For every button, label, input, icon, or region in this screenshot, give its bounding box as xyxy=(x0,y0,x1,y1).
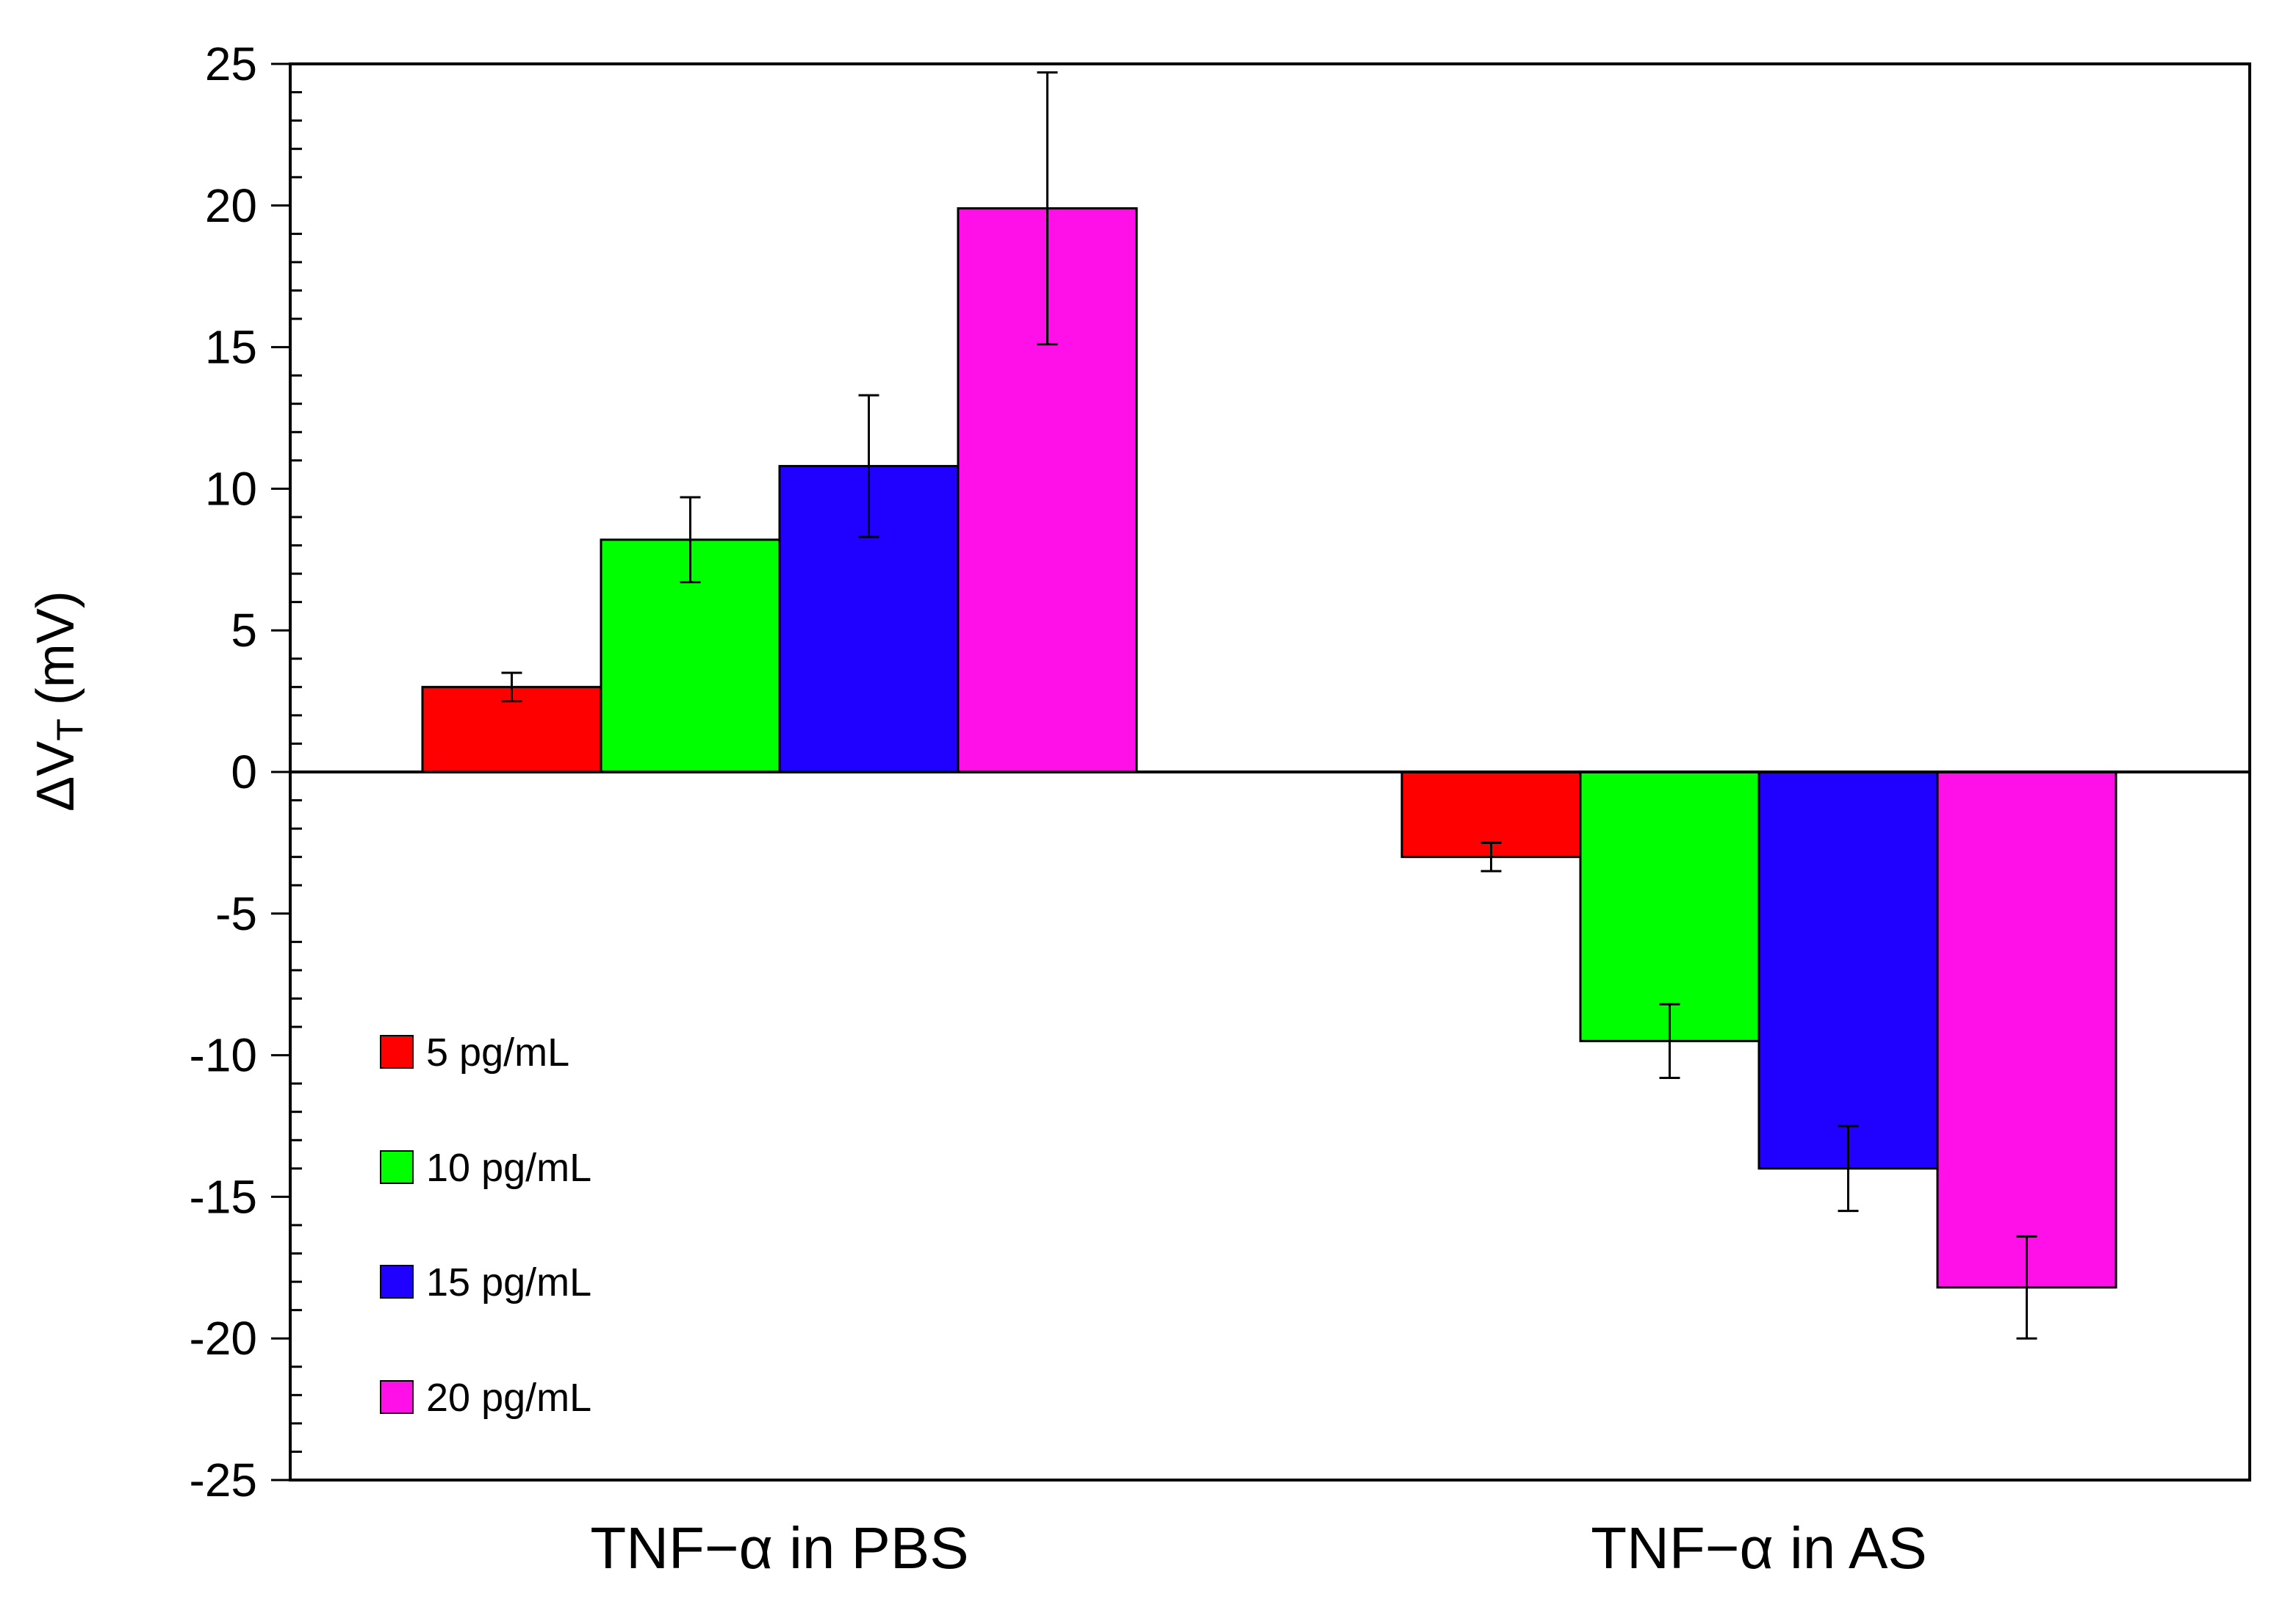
error-bar xyxy=(501,671,522,703)
y-tick-label: 5 xyxy=(231,604,257,657)
legend-label: 10 pg/mL xyxy=(426,1146,591,1190)
y-tick-label: 0 xyxy=(231,746,257,798)
y-axis-label: ΔVT (mV) xyxy=(26,591,90,812)
y-tick-label: -5 xyxy=(215,887,257,940)
error-bar xyxy=(1838,1125,1859,1213)
error-bar xyxy=(1037,71,1058,346)
legend-swatch xyxy=(380,1150,414,1184)
y-tick-label: 15 xyxy=(205,321,257,374)
y-tick-label: -10 xyxy=(190,1029,258,1082)
error-bar xyxy=(1480,841,1502,873)
error-bar xyxy=(1659,1003,1680,1079)
legend-label: 20 pg/mL xyxy=(426,1376,591,1420)
bar-20-pg-ml-1 xyxy=(1936,771,2117,1289)
bar-15-pg-ml-1 xyxy=(1757,771,1939,1170)
y-tick-label: -25 xyxy=(190,1454,258,1506)
y-tick-label: 20 xyxy=(205,179,257,232)
y-tick-label: 25 xyxy=(205,37,257,90)
legend-label: 15 pg/mL xyxy=(426,1260,591,1304)
legend-swatch xyxy=(380,1380,414,1414)
x-category-label: TNF−α in PBS xyxy=(590,1515,968,1581)
y-tick-label: -20 xyxy=(190,1312,258,1365)
y-axis-label-unit: (mV) xyxy=(26,591,85,705)
error-bar xyxy=(680,496,701,584)
x-category-label: TNF−α in AS xyxy=(1591,1515,1927,1581)
legend-swatch xyxy=(380,1265,414,1299)
y-axis-label-main: ΔV xyxy=(26,741,85,812)
error-bars-group xyxy=(501,71,2037,1340)
y-axis-label-sub: T xyxy=(49,718,90,741)
x-axis-categories: TNF−α in PBS TNF−α in AS xyxy=(590,1515,1926,1581)
bar-10-pg-ml-1 xyxy=(1579,771,1760,1042)
error-bar xyxy=(2016,1235,2037,1340)
legend-swatch xyxy=(380,1035,414,1069)
legend-label: 5 pg/mL xyxy=(426,1031,569,1075)
legend: 5 pg/mL 10 pg/mL 15 pg/mL 20 pg/mL xyxy=(380,1031,591,1420)
y-tick-label: -15 xyxy=(190,1170,258,1223)
bars-group xyxy=(421,207,2117,1289)
y-tick-label: 10 xyxy=(205,462,257,515)
y-axis-ticks: 25 20 15 10 5 0 -5 -10 -15 -20 -25 xyxy=(190,37,302,1506)
error-bar xyxy=(858,394,879,538)
